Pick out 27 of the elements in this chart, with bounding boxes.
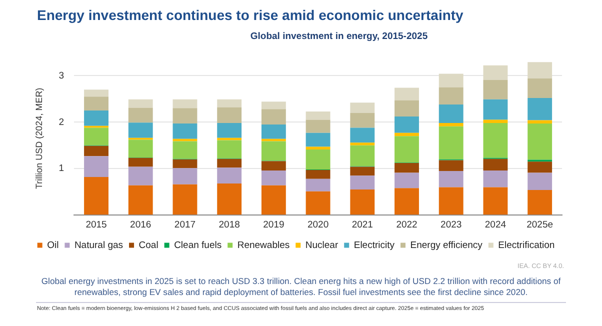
x-tick-label: 2023 [440,219,462,230]
x-tick-label: 2025e [526,219,554,230]
y-axis-title: Trillion USD (2024, MER) [34,88,44,189]
x-tick-label: 2020 [307,219,329,230]
legend-label: Oil [47,240,59,251]
y-tick-label: 2 [58,116,64,128]
chart-subtitle: Global investment in energy, 2015-2025 [249,31,429,42]
legend-label: Clean fuels [174,240,222,251]
y-tick-label: 1 [58,163,64,174]
legend-label: Energy efficiency [410,240,483,251]
legend-label: Natural gas [74,240,124,251]
x-tick-label: 2016 [130,219,152,230]
x-tick-label: 2015 [86,219,107,230]
x-tick-label: 2021 [352,219,373,230]
chart-title: Energy investment continues to rise amid economic uncertainty [37,7,464,23]
x-tick-label: 2022 [396,219,418,230]
legend-label: Coal [138,240,158,251]
y-tick-label: 3 [58,70,64,82]
legend-label: Electrification [498,240,555,251]
x-tick-label: 2017 [174,219,196,230]
x-tick-label: 2019 [263,219,284,230]
legend-label: Nuclear [305,240,338,251]
text: Global energy investments in 2025 is set to reach USD 3.3 trillion. Clean energ hits a new high of USD 2.2 trillion with record additions of renewables, strong EV sales and rapid deployment of batteries. Fossil fuel investments see the first decline since 2020. [40,276,562,298]
x-tick-label: 2024 [484,219,506,230]
legend-label: Renewables [237,240,290,251]
x-tick-label: 2018 [218,219,240,230]
legend-label: Electricity [354,240,395,251]
